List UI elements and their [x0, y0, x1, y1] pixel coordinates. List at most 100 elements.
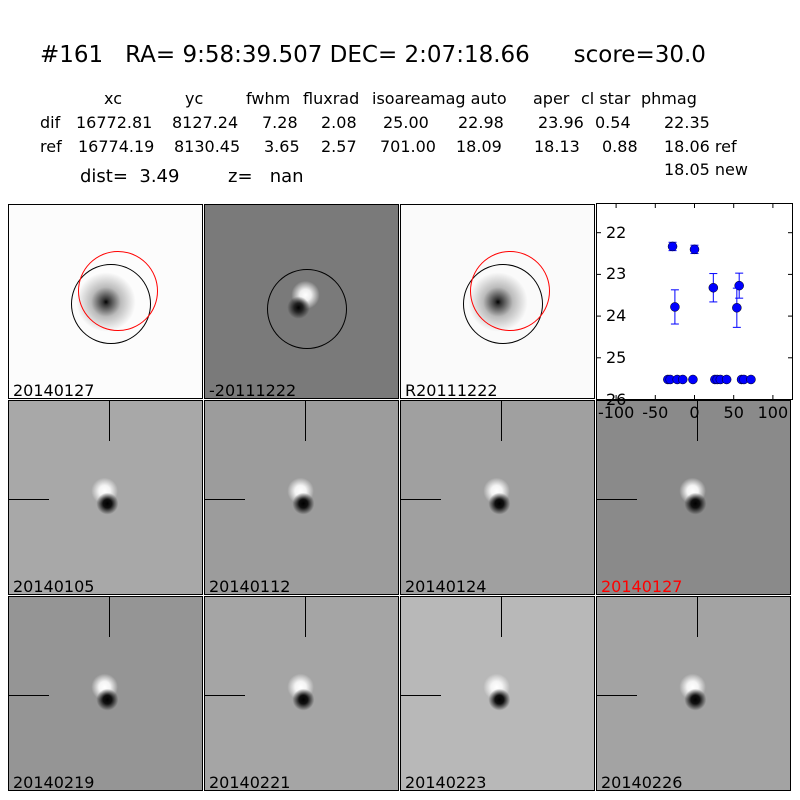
data-point — [721, 374, 732, 385]
source-blob — [70, 658, 141, 729]
stamp-date-label: 20140127 — [13, 381, 95, 399]
data-point — [732, 303, 742, 313]
dif-cell: 0.54 — [595, 113, 631, 132]
ref-cell: 18.06 ref — [664, 137, 737, 156]
data-point — [688, 374, 698, 385]
ref-cell: 18.09 — [456, 137, 502, 156]
ref-cell: 18.13 — [534, 137, 580, 156]
x-tick-label: -100 — [598, 403, 634, 422]
image-stamp: -20111222 — [204, 204, 399, 399]
dif-cell: 22.35 — [664, 113, 710, 132]
column-header: fwhm — [246, 89, 291, 108]
y-tick-label: 23 — [606, 264, 627, 284]
crosshair-vertical — [109, 401, 110, 441]
lightcurve-plot: -100 -50 0 50 100 — [596, 203, 793, 422]
ref-circle — [267, 269, 347, 349]
data-point — [746, 374, 756, 385]
stamp-date-label: R20111222 — [405, 381, 498, 399]
crosshair-vertical — [697, 401, 698, 441]
row-label: ref — [40, 137, 62, 156]
stamp-date-label: 20140226 — [601, 773, 683, 791]
image-stamp: 20140112 — [204, 400, 399, 595]
source-blob — [266, 462, 337, 533]
ref-cell: 701.00 — [380, 137, 436, 156]
dif-cell: 16772.81 — [76, 113, 153, 132]
ref-cell: 3.65 — [264, 137, 300, 156]
new-phmag: 18.05 new — [664, 160, 748, 179]
y-tick-label: 22 — [606, 222, 627, 242]
ref-cell: 2.57 — [321, 137, 357, 156]
column-header: isoarea — [372, 89, 431, 108]
column-header: yc — [185, 89, 204, 108]
source-blob — [266, 658, 337, 729]
crosshair-horizontal — [401, 499, 441, 500]
stamp-date-label: 20140221 — [209, 773, 291, 791]
image-stamp: 20140127 — [8, 204, 203, 399]
image-stamp: 20140124 — [400, 400, 595, 595]
stamp-date-label: 20140124 — [405, 577, 487, 595]
source-blob — [462, 658, 533, 729]
image-stamp: R20111222 — [400, 204, 595, 399]
ref-cell: 16774.19 — [78, 137, 155, 156]
crosshair-vertical — [305, 401, 306, 441]
crosshair-horizontal — [597, 695, 637, 696]
dif-cell: 25.00 — [383, 113, 429, 132]
crosshair-horizontal — [205, 695, 245, 696]
crosshair-horizontal — [205, 499, 245, 500]
new-circle — [470, 251, 550, 331]
image-stamp: 20140223 — [400, 596, 595, 791]
stamp-date-label: 20140105 — [13, 577, 95, 595]
column-header: cl star — [581, 89, 631, 108]
column-header: xc — [104, 89, 122, 108]
dif-cell: 23.96 — [538, 113, 584, 132]
dif-cell: 22.98 — [458, 113, 504, 132]
stamp-date-label: 20140127 — [601, 577, 683, 595]
crosshair-horizontal — [597, 499, 637, 500]
crosshair-horizontal — [9, 499, 49, 500]
column-header: fluxrad — [303, 89, 360, 108]
column-header: phmag — [641, 89, 697, 108]
dif-cell: 2.08 — [321, 113, 357, 132]
x-tick-label: 0 — [689, 403, 699, 422]
ref-cell: 0.88 — [602, 137, 638, 156]
stamp-date-label: 20140223 — [405, 773, 487, 791]
dif-cell: 8127.24 — [172, 113, 239, 132]
image-stamp: 20140105 — [8, 400, 203, 595]
x-tick-label: -50 — [642, 403, 668, 422]
ref-cell: 8130.45 — [174, 137, 241, 156]
source-blob — [70, 462, 141, 533]
crosshair-vertical — [501, 597, 502, 637]
stamp-date-label: -20111222 — [209, 381, 297, 399]
candidate-title: #161 RA= 9:58:39.507 DEC= 2:07:18.66 sco… — [40, 42, 706, 68]
image-stamp: 20140221 — [204, 596, 399, 791]
dist-text: dist= 3.49 — [80, 166, 180, 187]
row-label: dif — [40, 113, 61, 132]
data-point — [677, 374, 688, 385]
x-tick-label: 50 — [724, 403, 744, 422]
crosshair-horizontal — [401, 695, 441, 696]
source-blob — [658, 658, 729, 729]
source-blob — [462, 462, 533, 533]
column-header: mag auto — [430, 89, 507, 108]
plot-frame — [596, 203, 793, 400]
source-blob — [658, 462, 729, 533]
z-text: z= nan — [228, 166, 304, 187]
data-point — [708, 282, 719, 293]
image-stamp: 20140127 — [596, 400, 791, 595]
y-tick-label: 26 — [606, 389, 627, 409]
crosshair-horizontal — [9, 695, 49, 696]
crosshair-vertical — [305, 597, 306, 637]
crosshair-vertical — [697, 597, 698, 637]
stamp-date-label: 20140219 — [13, 773, 95, 791]
new-circle — [78, 251, 158, 331]
crosshair-vertical — [109, 597, 110, 637]
x-tick-label: 100 — [758, 403, 789, 422]
y-tick-label: 25 — [606, 347, 627, 367]
data-point — [734, 280, 744, 291]
data-point — [689, 244, 700, 255]
crosshair-vertical — [501, 401, 502, 441]
dif-cell: 7.28 — [262, 113, 298, 132]
image-stamp: 20140219 — [8, 596, 203, 791]
y-tick-label: 24 — [606, 306, 627, 326]
image-stamp: 20140226 — [596, 596, 791, 791]
